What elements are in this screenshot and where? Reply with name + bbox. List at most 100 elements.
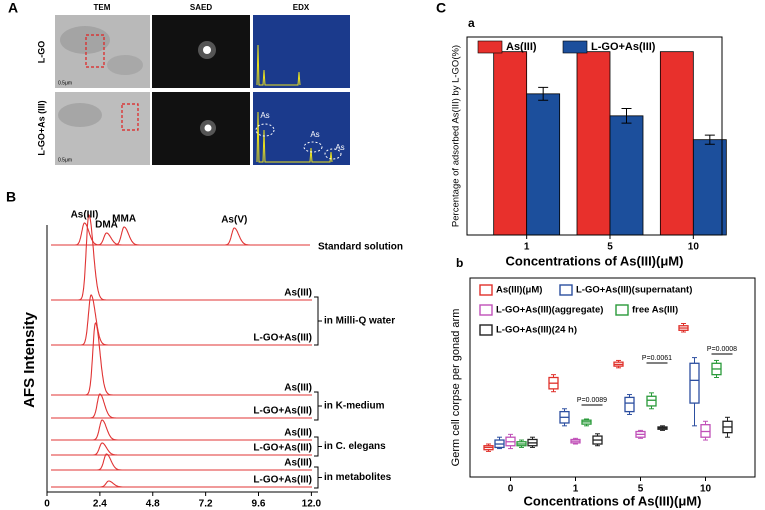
selection-box	[121, 103, 139, 131]
subpanel-label: a	[468, 16, 475, 30]
x-tick-label: 5	[607, 242, 613, 253]
x-tick-label: 0	[508, 484, 514, 495]
x-tick-label: 4.8	[146, 499, 160, 510]
legend-swatch	[479, 284, 493, 296]
column-label: EDX	[293, 3, 310, 12]
legend-swatch	[477, 40, 503, 54]
legend-label: As(III)	[506, 41, 537, 53]
significance-label: P=0.0008	[707, 346, 737, 353]
trace-label: L-GO+As(III)	[253, 333, 312, 344]
legend-swatch	[615, 304, 629, 316]
panel-a-images	[55, 15, 350, 165]
column-label: SAED	[190, 3, 212, 12]
x-tick-label: 10	[700, 484, 712, 495]
legend-swatch	[559, 284, 573, 296]
peak	[95, 480, 129, 488]
legend-swatch	[479, 324, 493, 336]
peak	[93, 453, 126, 471]
panel-label: C	[436, 0, 446, 16]
box	[646, 395, 657, 407]
edx-annotation: As	[310, 130, 319, 139]
x-axis-label: Concentrations of As(III)(μM)	[524, 493, 702, 508]
tem-texture	[58, 103, 102, 127]
legend-swatch	[479, 304, 493, 316]
significance-label: P=0.0061	[642, 355, 672, 362]
scale-bar: 0.5μm	[58, 157, 72, 163]
box	[624, 396, 635, 413]
legend-label: L-GO+As(III)(supernatant)	[576, 285, 692, 296]
bar	[609, 115, 644, 236]
trace-label: As(III)	[284, 428, 312, 439]
group-label: in C. elegans	[324, 441, 386, 452]
legend-label: L-GO+As(III)(24 h)	[496, 325, 577, 336]
column-label: TEM	[94, 3, 111, 12]
trace-label: Standard solution	[318, 242, 403, 253]
edx-annotation: As	[260, 111, 269, 120]
error-bar	[704, 134, 715, 145]
peak	[77, 294, 111, 346]
x-tick-label: 0	[44, 499, 50, 510]
peak-label: As(III)	[71, 210, 99, 221]
group-bracket	[314, 466, 322, 489]
y-axis-label: Percentage of adsorbed As(III) by L-GO(%…	[451, 45, 462, 227]
trace-label: L-GO+As(III)	[253, 406, 312, 417]
trace-label: As(III)	[284, 383, 312, 394]
tem-texture	[60, 26, 110, 54]
trace-label: As(III)	[284, 458, 312, 469]
error-bar	[538, 86, 549, 101]
x-tick-label: 7.2	[199, 499, 213, 510]
peak-label: MMA	[112, 214, 136, 225]
group-label: in K-medium	[324, 401, 385, 412]
trace-label: As(III)	[284, 288, 312, 299]
scale-bar: 0.5μm	[58, 80, 72, 86]
box	[689, 362, 700, 404]
x-tick-label: 9.6	[252, 499, 266, 510]
row-label: L-GO	[36, 41, 46, 64]
panel-label: A	[8, 0, 18, 16]
error-bar	[621, 108, 632, 124]
edx-image	[253, 92, 350, 165]
x-tick-label: 5	[638, 484, 644, 495]
y-axis-label: Germ cell corpse per gonad arm	[450, 309, 462, 467]
plot-frame	[469, 277, 756, 478]
x-tick-label: 1	[524, 242, 530, 253]
legend-swatch	[562, 40, 588, 54]
tem-image	[55, 15, 150, 88]
bar	[692, 139, 727, 236]
tem-image	[55, 92, 150, 165]
tem-texture	[107, 55, 143, 75]
peak	[93, 232, 126, 246]
saed-spot	[204, 124, 212, 132]
edx-spectrum	[256, 111, 333, 163]
peak	[221, 227, 255, 246]
peak	[82, 322, 115, 396]
highlight	[303, 141, 323, 153]
bar	[576, 51, 611, 236]
peak	[88, 419, 122, 441]
peak-label: As(V)	[221, 215, 247, 226]
row-label: L-GO+As (III)	[36, 100, 46, 155]
group-bracket	[314, 391, 322, 421]
panel-label: B	[6, 189, 16, 205]
x-axis-label: Concentrations of As(III)(μM)	[506, 253, 684, 268]
x-tick-label: 12.0	[302, 499, 322, 510]
group-label: in Milli-Q water	[324, 316, 395, 327]
edx-annotation: As	[335, 143, 344, 152]
x-tick-label: 2.4	[93, 499, 107, 510]
subpanel-label: b	[456, 256, 463, 270]
peak	[86, 393, 120, 419]
x-tick-label: 10	[688, 242, 700, 253]
x-tick-label: 1	[573, 484, 579, 495]
plot-frame	[466, 36, 723, 236]
peak-label: DMA	[95, 220, 118, 231]
legend-label: As(III)(μM)	[496, 285, 542, 296]
edx-spectrum	[256, 44, 301, 86]
peak	[110, 226, 144, 246]
trace-label: L-GO+As(III)	[253, 475, 312, 486]
group-label: in metabolites	[324, 472, 392, 483]
peak	[75, 214, 109, 301]
y-axis-label: AFS Intensity	[21, 311, 38, 408]
edx-image	[253, 15, 350, 88]
peak	[88, 442, 122, 456]
